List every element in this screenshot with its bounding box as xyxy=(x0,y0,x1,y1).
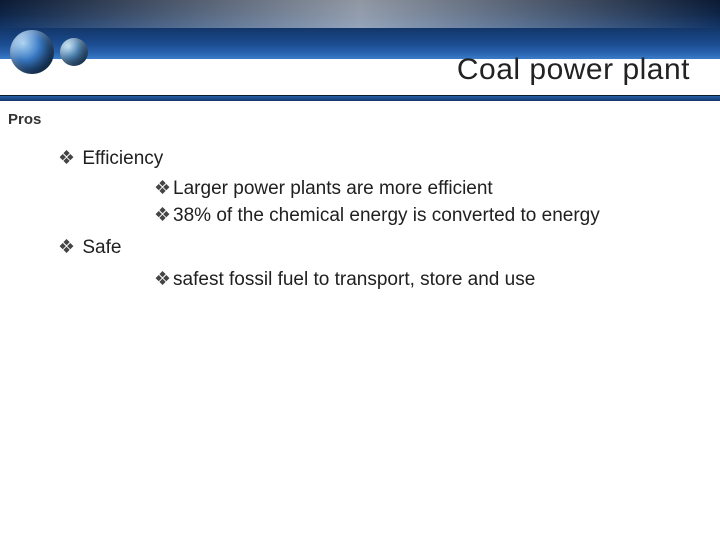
logo-orbs xyxy=(10,30,88,74)
bullet-text: Safe xyxy=(82,237,121,258)
header-band: Coal power plant xyxy=(0,0,720,95)
diamond-bullet-icon: ❖ xyxy=(58,148,75,169)
bullet-text: 38% of the chemical energy is converted … xyxy=(173,205,600,226)
diamond-bullet-icon: ❖ xyxy=(154,269,171,290)
slide-title: Coal power plant xyxy=(457,53,690,87)
bullet-text: Efficiency xyxy=(82,148,163,169)
content-area: ❖ Efficiency ❖Larger power plants are mo… xyxy=(0,128,720,292)
globe-icon xyxy=(10,30,54,74)
sub-bullet: ❖38% of the chemical energy is converted… xyxy=(154,203,680,229)
section-label: Pros xyxy=(0,101,720,128)
diamond-bullet-icon: ❖ xyxy=(154,178,171,199)
sub-bullet: ❖Larger power plants are more efficient xyxy=(154,176,680,202)
diamond-bullet-icon: ❖ xyxy=(58,237,75,258)
bullet-safe: ❖ Safe xyxy=(58,235,680,261)
sub-bullet: ❖safest fossil fuel to transport, store … xyxy=(154,267,680,293)
bullet-text: Larger power plants are more efficient xyxy=(173,178,493,199)
globe-icon-small xyxy=(60,38,88,66)
diamond-bullet-icon: ❖ xyxy=(154,205,171,226)
bullet-text: safest fossil fuel to transport, store a… xyxy=(173,269,535,290)
bullet-efficiency: ❖ Efficiency xyxy=(58,146,680,172)
